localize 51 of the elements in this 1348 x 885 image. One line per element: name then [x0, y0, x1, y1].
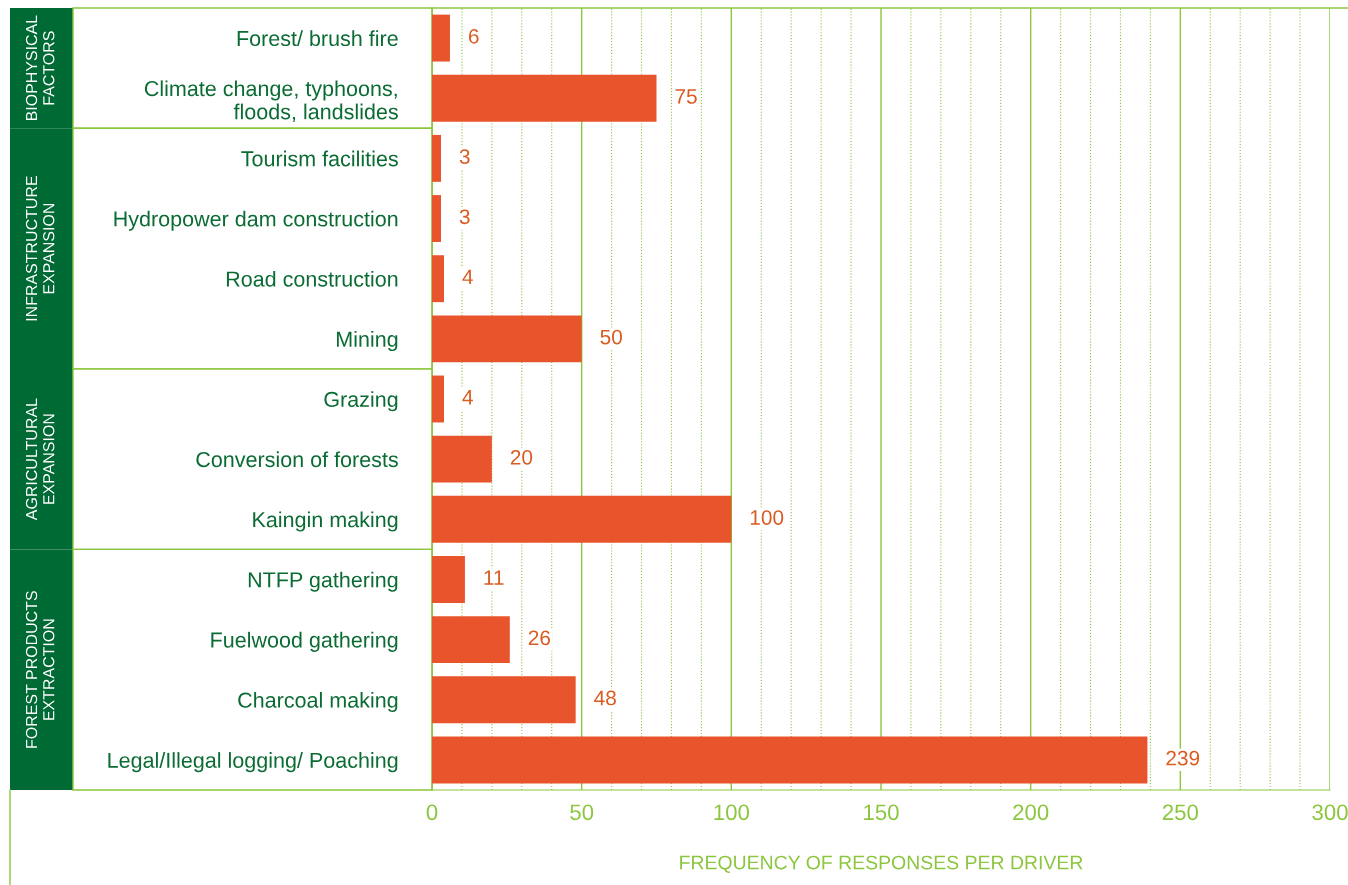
text: BIOPHYSICAL FACTORS [25, 15, 55, 121]
x-tick-label: 250 [1162, 804, 1198, 821]
y-tick-label: Climate change, typhoons, floods, landslides [144, 80, 398, 122]
data-label: 50 [600, 329, 622, 345]
y-tick-label: Conversion of forests [196, 451, 398, 468]
x-tick-label: 50 [570, 804, 594, 821]
x-tick-label: 300 [1312, 804, 1348, 821]
y-tick-label: Legal/Illegal logging/ Poaching [108, 752, 398, 773]
data-label: 6 [468, 28, 479, 44]
x-tick-label: 0 [426, 804, 438, 821]
bar [432, 74, 657, 122]
bar [432, 375, 444, 423]
y-tick-label: Forest/ brush fire [237, 30, 398, 47]
data-label: 11 [484, 570, 504, 585]
data-label: 20 [510, 449, 533, 465]
text: AGRICULTURAL EXPANSION [25, 398, 55, 521]
y-tick-label: Road construction [226, 270, 398, 287]
bar [432, 736, 1148, 784]
bar [432, 556, 465, 603]
data-label: 26 [528, 630, 551, 646]
x-tick-label: 100 [714, 804, 749, 821]
y-tick-label: Grazing [324, 391, 398, 412]
y-tick-label: Tourism facilities [241, 150, 398, 167]
data-label: 100 [750, 510, 784, 525]
y-tick-label: Charcoal making [238, 691, 398, 713]
y-tick-label: Fuelwood gathering [211, 631, 398, 652]
data-label: 3 [459, 209, 470, 225]
text: INFRASTRUCTURE EXPANSION [25, 176, 55, 321]
bar [432, 195, 441, 242]
bar [432, 616, 510, 664]
bar [432, 435, 492, 483]
bar [432, 676, 576, 724]
data-label: 75 [675, 89, 697, 104]
x-tick-label: 200 [1013, 804, 1049, 821]
data-label: 4 [462, 390, 473, 405]
data-label: 239 [1166, 750, 1200, 766]
y-tick-label: NTFP gathering [248, 571, 398, 592]
text: FOREST PRODUCTS EXTRACTION [25, 591, 55, 748]
y-tick-label: Mining [337, 331, 398, 352]
bar [432, 134, 441, 182]
bar [432, 255, 444, 303]
bar [432, 315, 582, 363]
y-tick-label: Kaingin making [253, 511, 398, 532]
data-label: 4 [462, 269, 473, 285]
data-label: 48 [594, 690, 616, 706]
x-tick-label: 150 [864, 804, 899, 821]
bar [432, 495, 732, 543]
x-axis-title: FREQUENCY OF RESPONSES PER DRIVER [680, 855, 1083, 873]
y-tick-label: Hydropower dam construction [114, 210, 398, 231]
bar [432, 14, 450, 62]
data-label: 3 [459, 149, 470, 164]
